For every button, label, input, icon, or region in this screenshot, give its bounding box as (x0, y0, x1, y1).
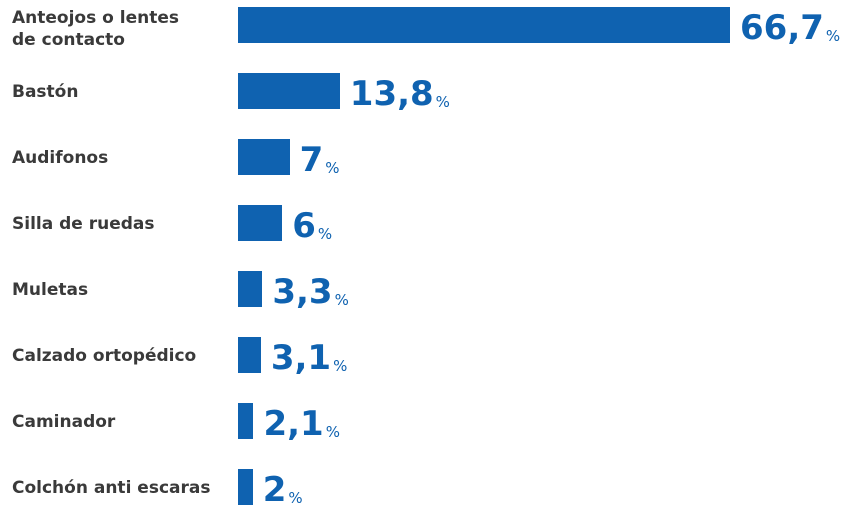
bar (238, 403, 254, 439)
value-label: 6% (292, 207, 332, 243)
value-number: 2,1 (263, 404, 324, 444)
value-number: 13,8 (349, 74, 434, 114)
category-label: Bastón (12, 82, 79, 102)
value-label: 3,3% (272, 273, 349, 309)
value-number: 3,1 (270, 338, 332, 378)
category-label: Caminador (12, 412, 116, 432)
value-unit: % (288, 489, 303, 507)
category-label: Audifonos (12, 148, 109, 168)
value-label: 2% (263, 471, 303, 507)
value-number: 7 (299, 140, 324, 180)
value-number: 3,3 (272, 272, 333, 312)
value-unit: % (317, 225, 333, 243)
value-label: 2,1% (263, 405, 340, 441)
bar (238, 7, 730, 43)
bar (238, 205, 283, 241)
value-label: 7% (300, 141, 340, 177)
horizontal-bar-chart: Anteojos o lentes de contacto 66,7% Bastón… (12, 7, 840, 507)
value-number: 66,7 (740, 8, 824, 48)
value-unit: % (825, 27, 841, 45)
bar (238, 271, 263, 307)
value-label: 13,8% (350, 75, 450, 111)
category-label: Silla de ruedas (12, 214, 155, 234)
category-label: Anteojos o lentes de contacto (12, 8, 179, 50)
value-label: 66,7% (740, 9, 840, 45)
value-unit: % (334, 291, 349, 309)
category-label: Muletas (12, 280, 89, 300)
value-unit: % (435, 93, 450, 111)
value-unit: % (325, 159, 340, 177)
bar (238, 337, 261, 373)
value-label: 3,1% (271, 339, 348, 375)
value-unit: % (333, 357, 348, 375)
value-number: 6 (292, 206, 316, 246)
category-label: Colchón anti escaras (12, 478, 211, 498)
bar (238, 139, 290, 175)
category-label: Calzado ortopédico (12, 346, 197, 366)
value-unit: % (325, 423, 340, 441)
bar (238, 469, 253, 505)
bar (238, 73, 340, 109)
value-number: 2 (262, 470, 287, 510)
